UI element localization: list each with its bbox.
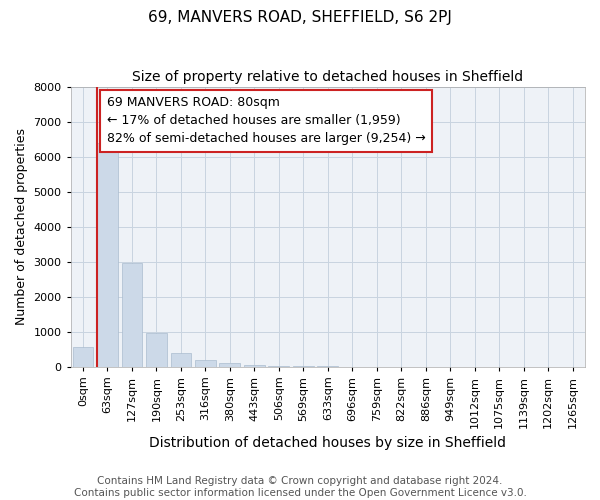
Bar	[122, 264, 142, 366]
Title: Size of property relative to detached houses in Sheffield: Size of property relative to detached ho…	[132, 70, 523, 84]
Bar	[244, 364, 265, 366]
Bar	[170, 354, 191, 366]
Y-axis label: Number of detached properties: Number of detached properties	[15, 128, 28, 325]
Text: 69, MANVERS ROAD, SHEFFIELD, S6 2PJ: 69, MANVERS ROAD, SHEFFIELD, S6 2PJ	[148, 10, 452, 25]
Bar	[220, 363, 241, 366]
Text: 69 MANVERS ROAD: 80sqm
← 17% of detached houses are smaller (1,959)
82% of semi-: 69 MANVERS ROAD: 80sqm ← 17% of detached…	[107, 96, 425, 146]
Bar	[146, 333, 167, 366]
Bar	[73, 348, 94, 366]
Text: Contains HM Land Registry data © Crown copyright and database right 2024.
Contai: Contains HM Land Registry data © Crown c…	[74, 476, 526, 498]
X-axis label: Distribution of detached houses by size in Sheffield: Distribution of detached houses by size …	[149, 436, 506, 450]
Bar	[195, 360, 216, 366]
Bar	[97, 144, 118, 366]
